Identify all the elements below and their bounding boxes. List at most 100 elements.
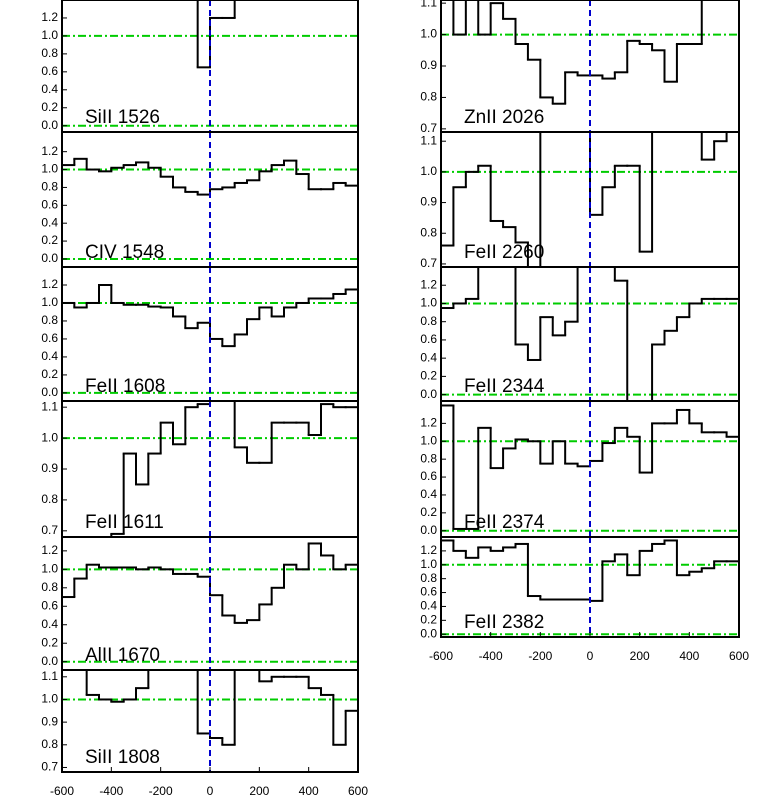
- panel: [441, 267, 739, 401]
- y-tick-label: 0.4: [420, 350, 437, 364]
- y-tick-label: 1.0: [41, 430, 58, 444]
- y-tick-label: 0.4: [420, 599, 437, 613]
- x-tick-label: -200: [149, 784, 173, 798]
- y-tick-label: 1.0: [41, 162, 58, 176]
- y-tick-label: 0.6: [41, 331, 58, 345]
- y-tick-label: 1.2: [41, 144, 58, 158]
- y-tick-label: 0.2: [41, 233, 58, 247]
- y-tick-label: 0.2: [41, 367, 58, 381]
- panel-label: AlII 1670: [85, 645, 160, 666]
- x-tick-label: -400: [479, 649, 503, 663]
- y-tick-label: 0.8: [420, 90, 437, 104]
- y-tick-label: 0.8: [41, 180, 58, 194]
- y-tick-label: 1.0: [41, 692, 58, 706]
- panel: [62, 267, 358, 401]
- y-tick-label: 1.1: [41, 399, 58, 413]
- x-tick-label: 0: [587, 649, 594, 663]
- y-tick-label: 0.8: [41, 737, 58, 751]
- y-tick-label: 1.2: [420, 277, 437, 291]
- y-tick-label: 0.6: [420, 469, 437, 483]
- y-tick-label: 1.0: [41, 28, 58, 42]
- panel: [441, 132, 739, 267]
- y-tick-label: 1.2: [41, 543, 58, 557]
- x-tick-label: 200: [630, 649, 650, 663]
- panel-label: FeII 2260: [464, 242, 544, 263]
- y-tick-label: 0.6: [420, 585, 437, 599]
- y-tick-label: 1.0: [420, 27, 437, 41]
- y-tick-label: 1.0: [420, 164, 437, 178]
- y-tick-label: 0.2: [41, 635, 58, 649]
- y-tick-label: 0.6: [41, 197, 58, 211]
- y-tick-label: 0.7: [41, 523, 58, 537]
- y-tick-label: 1.1: [41, 669, 58, 683]
- panel-label: FeII 2374: [464, 512, 545, 533]
- x-tick-label: -400: [99, 784, 123, 798]
- panel-label: FeII 1611: [85, 512, 164, 533]
- panel: [62, 0, 358, 132]
- y-tick-label: 1.0: [41, 561, 58, 575]
- panel-label: FeII 1608: [85, 376, 165, 397]
- panel-label: FeII 2382: [464, 612, 544, 633]
- y-tick-label: 0.8: [41, 46, 58, 60]
- y-tick-label: 1.2: [41, 10, 58, 24]
- panel: [441, 401, 739, 537]
- y-tick-label: 0.0: [41, 118, 58, 132]
- x-tick-label: 0: [207, 784, 214, 798]
- x-tick-label: 400: [679, 649, 699, 663]
- y-tick-label: 0.2: [420, 505, 437, 519]
- y-tick-label: 0.0: [41, 251, 58, 265]
- panel-label: ZnII 2026: [464, 107, 544, 128]
- y-tick-label: 1.2: [420, 416, 437, 430]
- y-tick-label: 1.2: [420, 543, 437, 557]
- y-tick-label: 0.0: [420, 523, 437, 537]
- y-tick-label: 0.8: [41, 492, 58, 506]
- y-tick-label: 1.0: [41, 295, 58, 309]
- y-tick-label: 0.2: [420, 613, 437, 627]
- y-tick-label: 0.0: [420, 626, 437, 640]
- x-tick-label: -200: [528, 649, 552, 663]
- panel: [62, 537, 358, 670]
- y-tick-label: 0.4: [41, 215, 58, 229]
- y-tick-label: 0.8: [420, 314, 437, 328]
- y-tick-label: 0.7: [420, 256, 437, 270]
- y-tick-label: 1.1: [420, 0, 437, 9]
- y-tick-label: 0.0: [41, 385, 58, 399]
- y-tick-label: 0.4: [41, 617, 58, 631]
- y-tick-label: 0.0: [420, 387, 437, 401]
- y-tick-label: 0.8: [41, 580, 58, 594]
- x-tick-label: 600: [729, 649, 749, 663]
- panel: [441, 0, 739, 132]
- y-tick-label: 0.2: [41, 100, 58, 114]
- y-tick-label: 0.6: [420, 332, 437, 346]
- y-tick-label: 0.8: [420, 225, 437, 239]
- y-tick-label: 0.4: [41, 82, 58, 96]
- y-tick-label: 1.1: [420, 133, 437, 147]
- y-tick-label: 0.9: [41, 714, 58, 728]
- panel-label: FeII 2344: [464, 376, 545, 397]
- y-tick-label: 0.0: [41, 654, 58, 668]
- y-tick-label: 0.8: [420, 571, 437, 585]
- y-tick-label: 0.8: [41, 313, 58, 327]
- y-tick-label: 1.0: [420, 296, 437, 310]
- y-tick-label: 0.6: [41, 64, 58, 78]
- panel: [62, 132, 358, 267]
- y-tick-label: 1.0: [420, 557, 437, 571]
- panel: [62, 401, 358, 537]
- x-tick-label: -600: [429, 649, 453, 663]
- x-tick-label: 400: [299, 784, 319, 798]
- panel-label: SiII 1526: [85, 107, 160, 128]
- y-tick-label: 0.8: [420, 451, 437, 465]
- panel-label: CIV 1548: [85, 242, 164, 263]
- x-tick-label: -600: [50, 784, 74, 798]
- y-tick-label: 0.9: [41, 461, 58, 475]
- x-tick-label: 600: [348, 784, 368, 798]
- panel-label: SiII 1808: [85, 747, 160, 768]
- y-tick-label: 0.4: [41, 349, 58, 363]
- y-tick-label: 0.2: [420, 369, 437, 383]
- y-tick-label: 1.2: [41, 277, 58, 291]
- x-tick-label: 200: [249, 784, 269, 798]
- y-tick-label: 0.4: [420, 487, 437, 501]
- y-tick-label: 1.0: [420, 433, 437, 447]
- y-tick-label: 0.7: [41, 760, 58, 774]
